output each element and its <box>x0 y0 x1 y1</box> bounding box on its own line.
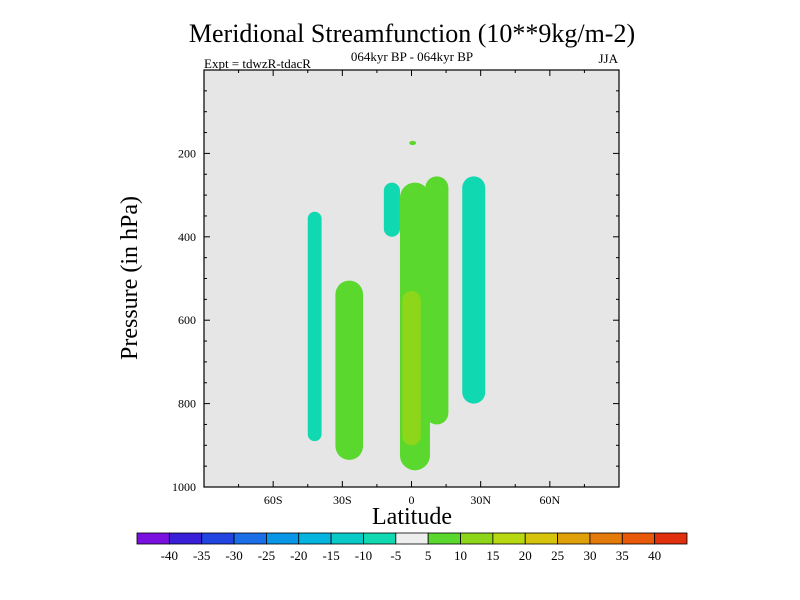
colorbar-swatch <box>168 532 203 545</box>
colorbar-swatch <box>363 532 397 545</box>
contour-regions <box>307 140 486 471</box>
y-axis-label: Pressure (in hPa) <box>117 196 143 360</box>
x-tick-label: 60N <box>539 493 560 507</box>
colorbar: -40 -35 -30 -25 -20 -15 -10 -5 5 10 15 20 25 30 35 40 <box>136 532 688 563</box>
region-pos-10n <box>425 176 449 425</box>
region-neg-60s <box>307 211 322 442</box>
region-pos-equator-core <box>402 291 421 446</box>
colorbar-swatch <box>136 532 170 545</box>
colorbar-label: -20 <box>290 548 307 563</box>
colorbar-label: -10 <box>355 548 372 563</box>
chart-title: Meridional Streamfunction (10**9kg/m-2) <box>189 19 635 48</box>
colorbar-swatch <box>654 532 688 545</box>
y-tick-label: 800 <box>178 397 196 411</box>
region-neg-10s <box>383 182 400 237</box>
colorbar-swatch <box>266 532 300 545</box>
y-tick-label: 1000 <box>172 480 196 494</box>
season-label: JJA <box>598 51 618 66</box>
colorbar-label: -40 <box>161 548 178 563</box>
y-tick-label: 200 <box>178 146 196 160</box>
y-tick-label: 600 <box>178 313 196 327</box>
colorbar-swatch <box>589 532 623 545</box>
colorbar-label: 10 <box>454 548 467 563</box>
colorbar-label: 35 <box>616 548 629 563</box>
colorbar-label: 30 <box>583 548 596 563</box>
colorbar-swatch <box>557 532 591 545</box>
colorbar-swatch <box>460 532 494 545</box>
colorbar-swatch <box>492 532 526 545</box>
chart-subtitle: 064kyr BP - 064kyr BP <box>351 49 473 64</box>
x-axis-ticks: 60S 30S 0 30N 60N <box>203 70 620 507</box>
experiment-label: Expt = tdwzR-tdacR <box>204 56 311 71</box>
colorbar-label: 15 <box>486 548 499 563</box>
colorbar-label: -30 <box>225 548 242 563</box>
region-pos-30s <box>335 280 364 460</box>
y-axis-ticks: 200 400 600 800 1000 <box>172 69 619 494</box>
colorbar-swatch <box>395 532 429 545</box>
region-speck-200 <box>409 140 417 146</box>
colorbar-label: 40 <box>648 548 661 563</box>
x-tick-label: 30N <box>470 493 491 507</box>
colorbar-swatch <box>427 532 461 545</box>
colorbar-label: -25 <box>258 548 275 563</box>
y-tick-label: 400 <box>178 230 196 244</box>
colorbar-swatch <box>201 532 235 545</box>
colorbar-swatch <box>330 532 364 545</box>
colorbar-label: -5 <box>390 548 401 563</box>
colorbar-swatch <box>233 532 267 545</box>
colorbar-swatch <box>298 532 332 545</box>
x-tick-label: 60S <box>264 493 283 507</box>
x-tick-label: 30S <box>333 493 352 507</box>
colorbar-label: 25 <box>551 548 564 563</box>
colorbar-label: 5 <box>425 548 432 563</box>
colorbar-label: -35 <box>193 548 210 563</box>
colorbar-label: -15 <box>322 548 339 563</box>
colorbar-swatch <box>621 532 656 545</box>
region-neg-25n <box>462 176 486 404</box>
x-axis-label: Latitude <box>372 504 452 530</box>
colorbar-swatch <box>524 532 558 545</box>
colorbar-label: 20 <box>519 548 532 563</box>
x-tick-label: 0 <box>409 493 415 507</box>
